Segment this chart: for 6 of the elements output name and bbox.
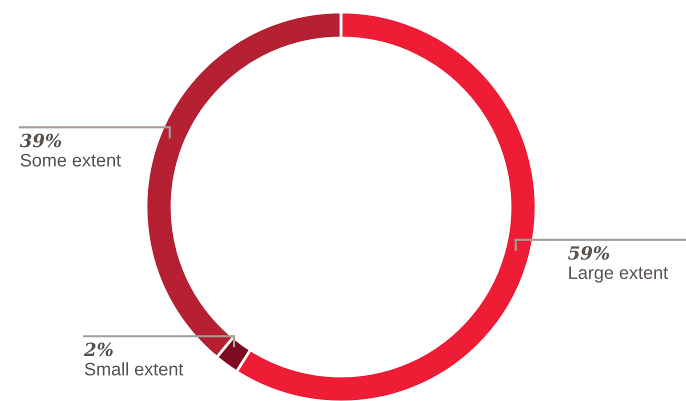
data-label: 59% [568, 246, 610, 260]
slice-label: Some extent [20, 154, 121, 167]
slice-label: Large extent [569, 266, 668, 283]
slice-label: Small extent [84, 362, 184, 376]
data-label: 39% [20, 134, 62, 148]
data-label: 2% [84, 342, 113, 356]
